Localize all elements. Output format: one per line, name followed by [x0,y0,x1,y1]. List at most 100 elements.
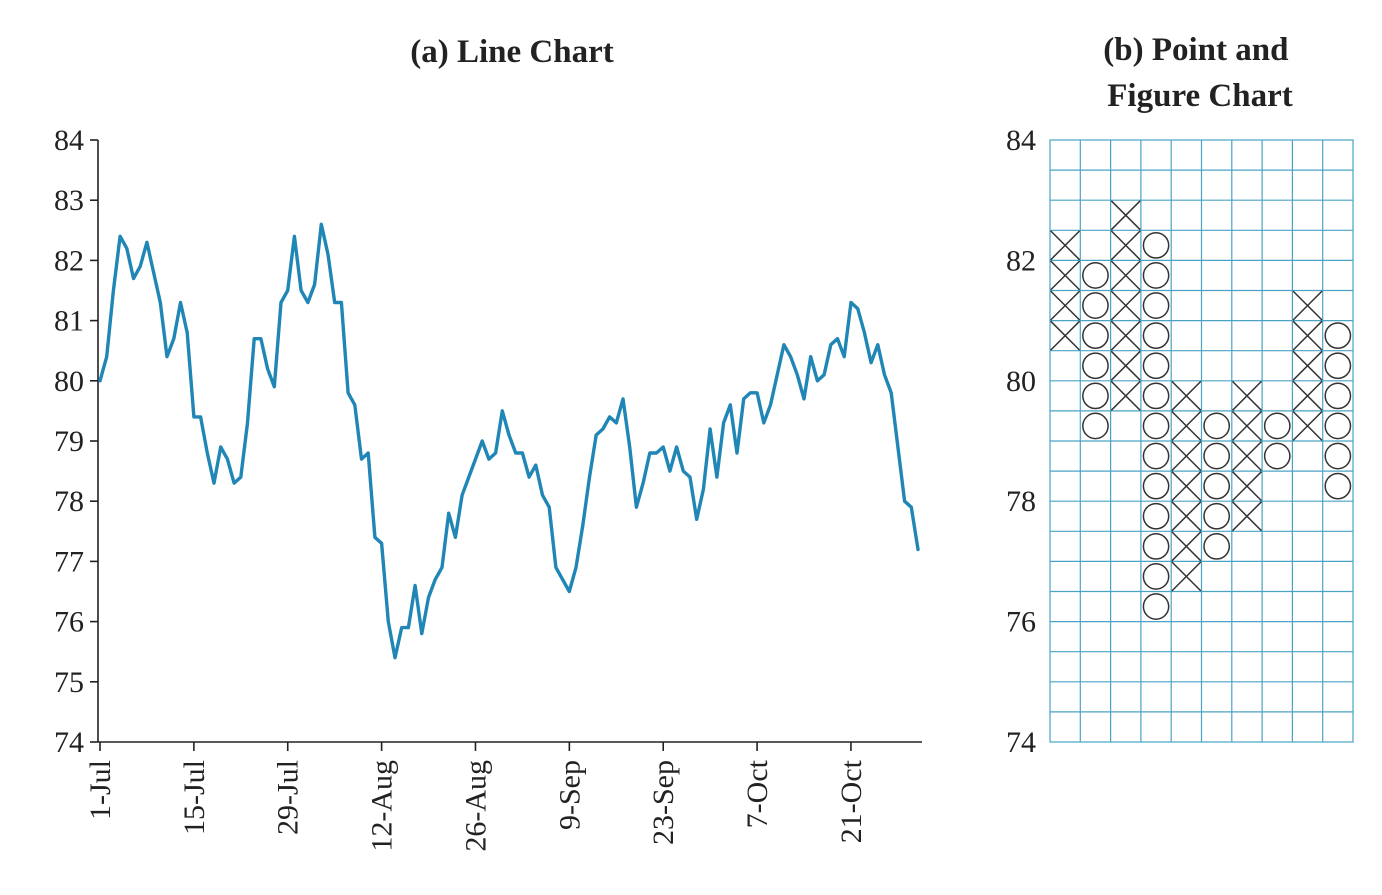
pf-x-stroke [1292,290,1323,321]
pf-o-mark [1082,322,1109,350]
x-tick-label: 1-Jul [84,760,117,820]
pf-o-mark [1082,352,1109,380]
y-tick-label: 77 [54,545,84,578]
pf-x-mark [1231,501,1262,532]
pf-o-mark [1142,502,1170,530]
y-tick-label: 84 [54,124,84,157]
pf-o-mark [1203,502,1231,530]
pf-x-mark [1171,380,1202,411]
pf-x-stroke [1292,320,1323,351]
line-series [98,222,920,660]
pf-o-mark [1203,472,1231,500]
pf-o-mark [1324,352,1352,380]
pf-x-stroke [1292,410,1323,441]
pf-x-mark [1050,260,1081,291]
pf-x-mark [1110,230,1141,261]
pf-x-stroke [1110,320,1141,351]
pf-o-mark [1142,593,1170,620]
pf-o-mark [1203,532,1231,560]
pf-x-mark [1110,200,1141,231]
pf-x-stroke [1171,441,1202,472]
pf-x-stroke [1050,290,1081,321]
pf-o-mark [1082,292,1109,319]
pf-y-tick-label: 78 [1006,485,1036,518]
pf-o-mark [1324,412,1352,440]
pf-o-mark [1203,442,1231,470]
pf-x-stroke [1171,410,1202,441]
pf-o-mark [1142,442,1170,470]
x-tick-label: 12-Aug [366,760,399,852]
y-tick-label: 80 [54,365,84,398]
x-tick-label: 29-Jul [272,760,305,835]
pf-o-mark [1082,412,1109,440]
y-tick-label: 83 [54,184,84,217]
pf-o-mark [1203,412,1231,440]
pf-x-stroke [1050,230,1081,261]
pf-x-stroke [1231,471,1262,502]
pf-x-stroke [1292,380,1323,411]
pf-x-mark [1050,290,1081,321]
pf-o-mark [1142,472,1170,500]
pf-o-mark [1324,472,1352,500]
pf-x-stroke [1171,561,1202,592]
pf-o-mark [1082,382,1109,410]
pf-o-mark [1324,382,1352,410]
pf-o-mark [1142,382,1170,410]
x-tick-label: 21-Oct [835,759,868,843]
pf-x-stroke [1050,320,1081,351]
y-tick-label: 82 [54,244,84,277]
pf-marks [1050,200,1352,620]
pf-o-mark [1263,442,1291,470]
line-chart-x-ticks: 1-Jul 15-Jul 29-Jul 12-Aug 26-Aug 9-Sep 23-Sep… [84,742,868,852]
pf-x-mark [1231,380,1262,411]
x-tick-label: 7-Oct [741,759,774,828]
pf-y-tick-label: 76 [1006,606,1036,639]
pf-o-mark [1142,352,1170,380]
pf-grid [1049,139,1354,743]
pf-chart-title: (b) Point and Figure Chart [1103,32,1296,114]
pf-x-stroke [1110,230,1141,261]
pf-x-mark [1171,531,1202,562]
y-tick-label: 76 [54,606,84,639]
pf-x-mark [1110,290,1141,321]
pf-x-stroke [1110,380,1141,411]
pf-y-tick-label: 82 [1006,244,1036,277]
pf-x-mark [1231,410,1262,441]
pf-o-mark [1142,262,1170,289]
pf-title-line-1: (b) Point and [1103,32,1288,68]
x-tick-label: 23-Sep [647,760,680,845]
pf-x-mark [1110,380,1141,411]
pf-x-stroke [1231,410,1262,441]
pf-x-mark [1050,320,1081,351]
pf-x-stroke [1110,260,1141,291]
pf-y-tick-label: 84 [1006,124,1036,157]
pf-o-mark [1142,563,1170,590]
pf-y-tick-label: 74 [1006,726,1036,759]
pf-o-mark [1142,412,1170,440]
pf-x-stroke [1110,350,1141,381]
pf-x-mark [1231,471,1262,502]
line-chart: (a) Line Chart 84 83 82 81 80 79 78 77 76 75 74 1-… [54,34,922,852]
pf-title-line-2: Figure Chart [1107,78,1292,114]
pf-o-mark [1142,231,1170,259]
pf-x-mark [1292,350,1323,381]
pf-x-mark [1292,290,1323,321]
pf-x-mark [1050,230,1081,261]
y-tick-label: 79 [54,425,84,458]
pf-x-stroke [1110,290,1141,321]
pf-x-stroke [1171,380,1202,411]
pf-x-mark [1171,441,1202,472]
pf-o-mark [1142,322,1170,350]
pf-x-mark [1292,380,1323,411]
pf-x-mark [1171,410,1202,441]
x-tick-label: 15-Jul [178,760,211,835]
pf-x-mark [1171,561,1202,592]
line-chart-y-ticks: 84 83 82 81 80 79 78 77 76 75 74 [54,124,98,759]
pf-o-mark [1082,262,1109,289]
x-tick-label: 26-Aug [459,760,492,852]
y-tick-label: 75 [54,666,84,699]
pf-y-ticks: 84 82 80 78 76 74 [1006,124,1036,759]
pf-x-mark [1110,320,1141,351]
pf-x-mark [1292,410,1323,441]
